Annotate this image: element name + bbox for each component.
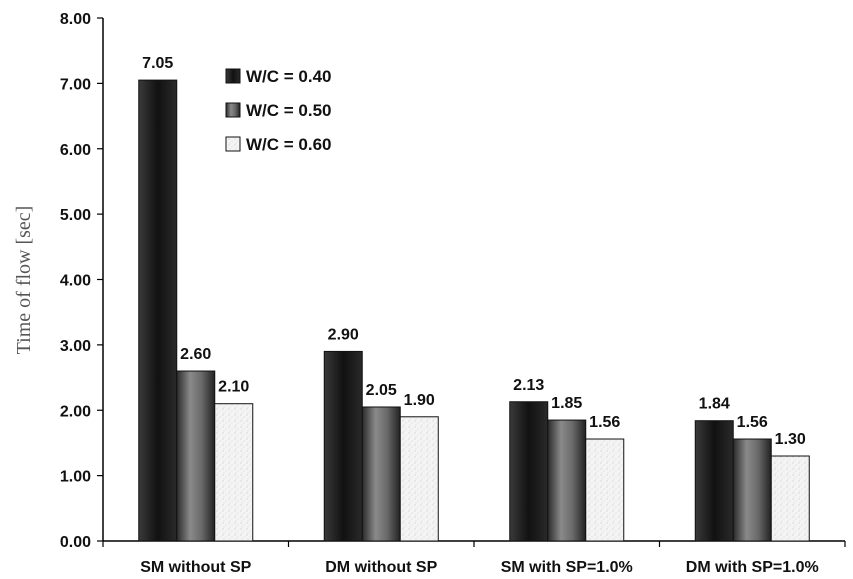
x-category-label: DM with SP=1.0% bbox=[686, 559, 819, 576]
legend-label: W/C = 0.60 bbox=[246, 135, 332, 154]
y-tick-label: 7.00 bbox=[60, 76, 91, 93]
data-label: 1.90 bbox=[404, 392, 435, 409]
bar bbox=[176, 370, 216, 542]
y-tick-label: 6.00 bbox=[60, 142, 91, 159]
bar bbox=[585, 438, 625, 542]
data-label: 2.10 bbox=[218, 379, 249, 396]
x-category-label: SM without SP bbox=[140, 559, 251, 576]
data-label: 2.13 bbox=[513, 377, 544, 394]
data-label: 7.05 bbox=[142, 55, 173, 72]
y-tick-label: 3.00 bbox=[60, 338, 91, 355]
data-label: 1.30 bbox=[775, 431, 806, 448]
data-label: 1.56 bbox=[737, 414, 768, 431]
legend: W/C = 0.40 W/C = 0.50 W/C = 0.60 bbox=[225, 67, 332, 154]
x-category-label: SM with SP=1.0% bbox=[501, 559, 633, 576]
bars-group bbox=[138, 79, 810, 542]
bar bbox=[770, 455, 810, 542]
y-axis-title: Time of flow [sec] bbox=[13, 206, 35, 355]
bar bbox=[138, 79, 178, 542]
legend-swatch bbox=[225, 136, 241, 152]
y-tick-label: 4.00 bbox=[60, 273, 91, 290]
y-tick-label: 0.00 bbox=[60, 534, 91, 551]
bar bbox=[323, 350, 363, 542]
y-tick-label: 8.00 bbox=[60, 11, 91, 28]
data-label: 1.56 bbox=[589, 414, 620, 431]
axes: 0.00 1.00 2.00 3.00 4.00 5.00 6.00 7.00 8.00 SM w… bbox=[60, 11, 846, 576]
legend-label: W/C = 0.40 bbox=[246, 67, 332, 86]
data-labels-group: 7.05 2.60 2.10 2.90 2.05 1.90 2.13 1.85 1.56 1.84… bbox=[142, 55, 806, 448]
y-tick-label: 5.00 bbox=[60, 207, 91, 224]
y-tick-label: 1.00 bbox=[60, 469, 91, 486]
bar bbox=[732, 438, 772, 542]
data-label: 2.60 bbox=[180, 346, 211, 363]
x-category-label: DM without SP bbox=[325, 559, 437, 576]
y-tick-label: 2.00 bbox=[60, 403, 91, 420]
data-label: 1.85 bbox=[551, 395, 582, 412]
legend-swatch bbox=[225, 102, 241, 118]
data-label: 1.84 bbox=[699, 396, 730, 413]
bar bbox=[361, 406, 401, 542]
legend-swatch bbox=[225, 68, 241, 84]
bar bbox=[694, 420, 734, 542]
bar bbox=[509, 401, 549, 542]
bar bbox=[547, 419, 587, 542]
legend-label: W/C = 0.50 bbox=[246, 101, 332, 120]
bar bbox=[214, 403, 254, 542]
bar bbox=[399, 416, 439, 542]
data-label: 2.05 bbox=[366, 382, 397, 399]
data-label: 2.90 bbox=[328, 326, 359, 343]
